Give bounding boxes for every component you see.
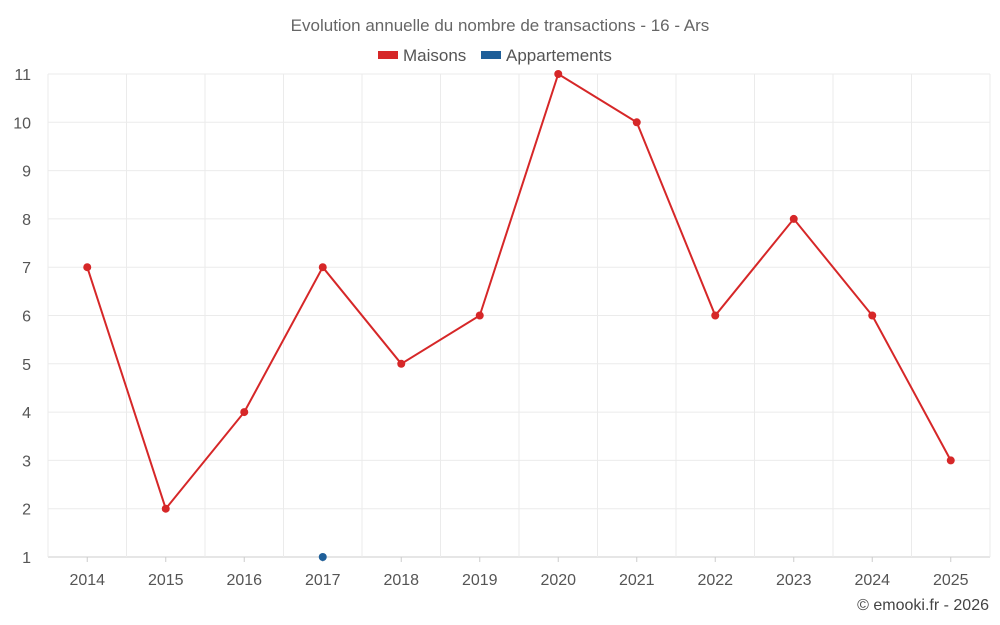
data-point-appartements-2017[interactable] (318, 553, 327, 561)
x-tick-label-6: 2020 (540, 572, 576, 589)
x-tick-label-7: 2021 (619, 572, 655, 589)
legend-label-maisons: Maisons (403, 46, 466, 65)
y-tick-label-3: 4 (22, 405, 31, 422)
y-tick-label-2: 3 (22, 453, 31, 470)
x-tick-label-9: 2023 (776, 572, 812, 589)
x-tick-label-4: 2018 (383, 572, 419, 589)
data-point-maisons-2015[interactable] (161, 504, 170, 513)
x-tick-label-0: 2014 (69, 572, 105, 589)
x-tick-label-8: 2022 (697, 572, 733, 589)
series-layer (83, 70, 955, 561)
x-tick-label-1: 2015 (148, 572, 184, 589)
legend-label-appartements: Appartements (506, 46, 612, 65)
y-tick-label-1: 2 (22, 502, 31, 519)
legend-item-appartements[interactable]: Appartements (481, 46, 612, 65)
data-point-maisons-2023[interactable] (789, 214, 798, 223)
y-tick-label-6: 7 (22, 260, 31, 277)
credit-text: © emooki.fr - 2026 (857, 597, 989, 614)
y-tick-label-0: 1 (22, 550, 31, 567)
data-point-maisons-2016[interactable] (240, 408, 249, 417)
grid-lines (47, 73, 991, 558)
data-point-maisons-2014[interactable] (83, 263, 92, 272)
y-tick-label-5: 6 (22, 309, 31, 326)
y-tick-label-7: 8 (22, 212, 31, 229)
y-axis: 1 2 3 4 5 6 7 8 9 10 11 (13, 67, 31, 567)
x-tick-label-5: 2019 (462, 572, 498, 589)
data-point-maisons-2018[interactable] (397, 359, 406, 368)
y-tick-label-10: 11 (14, 67, 31, 84)
data-point-maisons-2024[interactable] (868, 311, 877, 320)
legend-item-maisons[interactable]: Maisons (378, 46, 466, 65)
legend-swatch-maisons (378, 51, 398, 59)
legend-swatch-appartements (481, 51, 501, 59)
data-point-maisons-2022[interactable] (711, 311, 720, 320)
x-tick-label-2: 2016 (226, 572, 262, 589)
x-tick-label-10: 2024 (854, 572, 890, 589)
x-tick-label-11: 2025 (933, 572, 969, 589)
x-tick-label-3: 2017 (305, 572, 341, 589)
chart-title: Evolution annuelle du nombre de transact… (291, 16, 710, 35)
x-axis: 2014 2015 2016 2017 2018 2019 2020 2021 2022 2023… (69, 557, 969, 589)
y-tick-label-9: 10 (13, 115, 31, 132)
data-point-maisons-2019[interactable] (475, 311, 484, 320)
series-line-maisons (86, 72, 952, 511)
legend: Maisons Appartements (378, 46, 612, 65)
y-tick-label-8: 9 (22, 164, 31, 181)
data-point-maisons-2020[interactable] (554, 70, 563, 78)
data-point-maisons-2021[interactable] (632, 118, 641, 127)
y-tick-label-4: 5 (22, 357, 31, 374)
data-point-maisons-2017[interactable] (318, 263, 327, 272)
data-point-maisons-2025[interactable] (946, 456, 955, 465)
